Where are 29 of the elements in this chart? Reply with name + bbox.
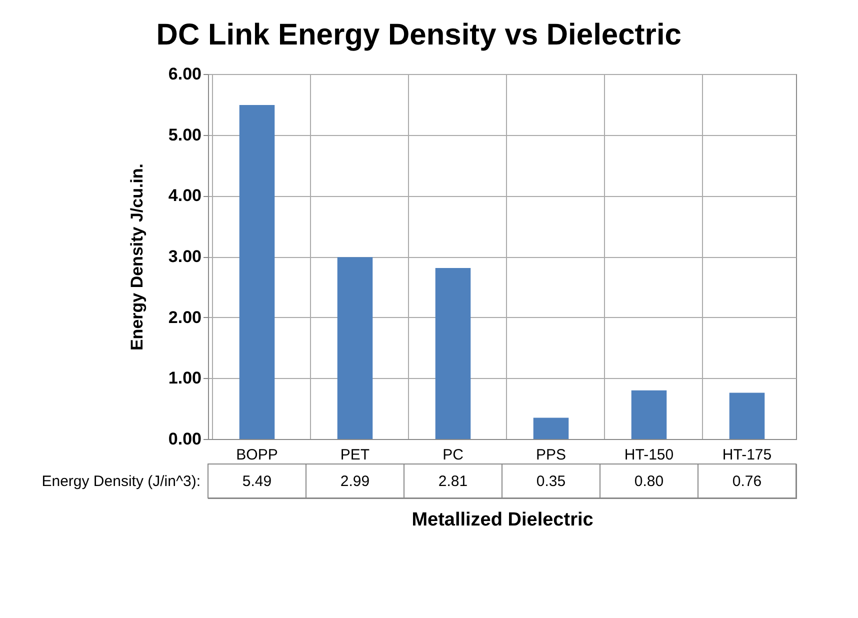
x-tick-label: HT-150 — [624, 446, 674, 464]
y-tick-label: 5.00 — [168, 125, 202, 144]
data-label: 0.80 — [634, 473, 664, 490]
data-label: 2.81 — [438, 473, 468, 490]
bar — [337, 257, 373, 439]
data-label: 0.76 — [732, 473, 762, 490]
chart-title: DC Link Energy Density vs Dielectric — [156, 18, 682, 52]
bar — [239, 105, 275, 439]
data-label: 2.99 — [340, 473, 370, 490]
bar — [631, 390, 667, 439]
x-tick-label: HT-175 — [722, 446, 772, 464]
data-label: 5.49 — [242, 473, 272, 490]
y-axis-title: Energy Density J/cu.in. — [127, 163, 146, 351]
bar — [435, 268, 471, 439]
x-tick-label: PC — [442, 446, 464, 464]
y-tick-label: 1.00 — [168, 368, 202, 388]
x-tick-label: PPS — [536, 446, 566, 464]
text: Energy Density (J/in^3): — [42, 473, 200, 490]
y-tick-label: 4.00 — [168, 186, 202, 206]
bar — [533, 418, 569, 439]
y-tick-label: 3.00 — [168, 247, 202, 266]
x-tick-label: BOPP — [236, 446, 278, 464]
data-label: 0.35 — [536, 473, 566, 490]
y-tick-label: 6.00 — [168, 64, 202, 84]
x-axis-title: Metallized Dielectric — [412, 510, 594, 530]
x-tick-label: PET — [340, 446, 370, 464]
bar — [729, 392, 765, 439]
y-tick-label: 0.00 — [168, 430, 202, 448]
y-tick-label: 2.00 — [168, 308, 202, 327]
